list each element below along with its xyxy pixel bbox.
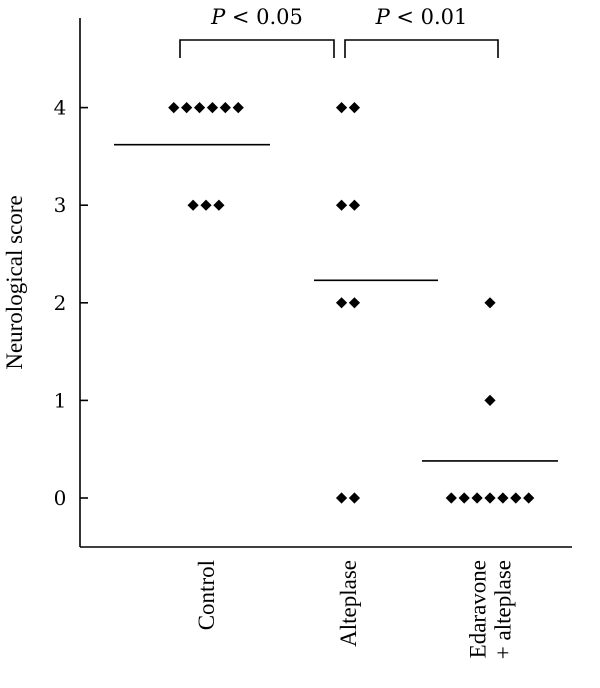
data-point <box>193 102 206 114</box>
data-points <box>168 102 535 504</box>
data-point <box>484 297 496 309</box>
y-tick-label: 3 <box>54 193 67 217</box>
significance-bracket <box>344 39 499 58</box>
data-point <box>206 102 219 114</box>
y-tick-label: 4 <box>54 96 67 120</box>
data-point <box>335 199 348 211</box>
data-point <box>484 394 496 406</box>
data-point <box>168 102 180 114</box>
data-point <box>348 492 361 504</box>
data-point <box>348 297 361 309</box>
category-label: + alteplase <box>491 560 516 659</box>
data-point <box>445 492 457 504</box>
p-value-label: P < 0.01 <box>375 5 468 29</box>
significance-brackets: P < 0.05 P < 0.01 <box>179 5 499 58</box>
data-point <box>335 297 348 309</box>
data-point <box>335 102 348 114</box>
data-point <box>471 492 483 504</box>
data-point <box>200 199 212 211</box>
category-labels: Control Alteplase Edaravone + alteplase <box>194 560 516 659</box>
data-point <box>497 492 509 504</box>
data-point <box>484 492 496 504</box>
axes <box>79 18 572 548</box>
y-tick-label: 2 <box>54 291 67 315</box>
data-point <box>523 492 535 504</box>
data-point <box>181 102 193 114</box>
p-value-label: P < 0.05 <box>210 5 303 29</box>
data-point <box>232 102 244 114</box>
data-point <box>348 102 361 114</box>
data-point <box>458 492 470 504</box>
data-point <box>187 199 199 211</box>
y-ticks: 0 1 2 3 4 <box>54 96 88 510</box>
data-point <box>213 199 225 211</box>
significance-bracket <box>179 39 335 58</box>
data-point <box>335 492 348 504</box>
y-tick-label: 0 <box>54 486 67 510</box>
category-label: Edaravone <box>466 560 491 658</box>
data-point <box>348 199 361 211</box>
group-means <box>114 143 558 462</box>
y-tick-label: 1 <box>54 388 67 412</box>
y-axis-label: Neurological score <box>2 195 27 369</box>
data-point <box>219 102 231 114</box>
data-point <box>510 492 522 504</box>
category-label: Control <box>194 560 219 630</box>
category-label: Alteplase <box>336 560 361 647</box>
